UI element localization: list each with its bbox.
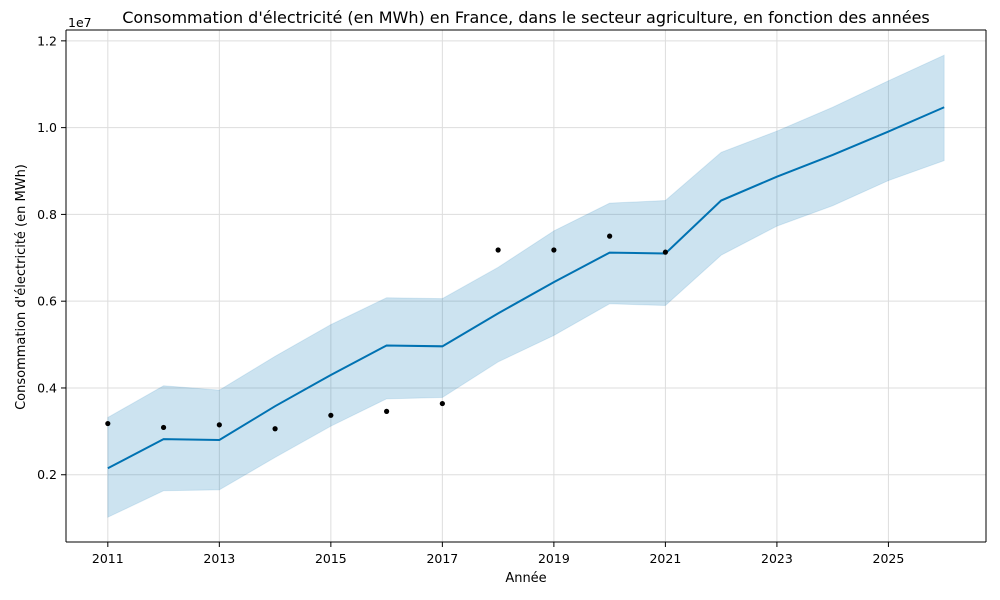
x-tick-label: 2023 [761,551,793,566]
observed-point [328,412,334,418]
y-tick-label: 1.0 [37,120,57,135]
uncertainty-band-layer [107,54,945,519]
x-tick-label: 2025 [873,551,905,566]
x-tick-label: 2011 [92,551,124,566]
observed-point [216,422,222,428]
observed-point [662,249,668,255]
forecast-line-layer [107,106,945,470]
chart-title: Consommation d'électricité (en MWh) en F… [122,8,930,27]
observed-point [495,247,501,253]
observed-point [160,424,167,431]
x-tick-label: 2017 [426,551,458,566]
y-tick-label: 0.2 [37,467,57,482]
grid-layer [66,30,986,542]
observed-point [105,420,111,427]
y-tick-label: 0.6 [37,294,57,309]
observed-point [439,400,445,407]
forecast-line [107,106,945,470]
y-axis-offset-label: 1e7 [68,15,92,30]
x-tick-label: 2015 [315,551,347,566]
observed-point [607,233,613,239]
observed-point [551,247,557,253]
x-tick-label: 2021 [649,551,681,566]
y-tick-label: 0.4 [37,380,57,395]
y-tick-label: 0.8 [37,207,57,222]
y-tick-layer: 0.2 0.4 0.6 0.8 1.0 1.2 [37,33,66,482]
x-tick-label: 2013 [203,551,235,566]
y-axis-label: Consommation d'électricité (en MWh) [14,164,29,410]
observed-points-layer [105,233,668,432]
observed-point [384,408,390,414]
x-tick-layer: 2011 2013 2015 2017 2019 2021 2023 2025 [92,542,904,566]
y-tick-label: 1.2 [37,33,57,48]
observed-point [272,426,278,432]
x-tick-label: 2019 [538,551,570,566]
uncertainty-band [107,54,945,519]
x-axis-label: Année [505,571,546,586]
